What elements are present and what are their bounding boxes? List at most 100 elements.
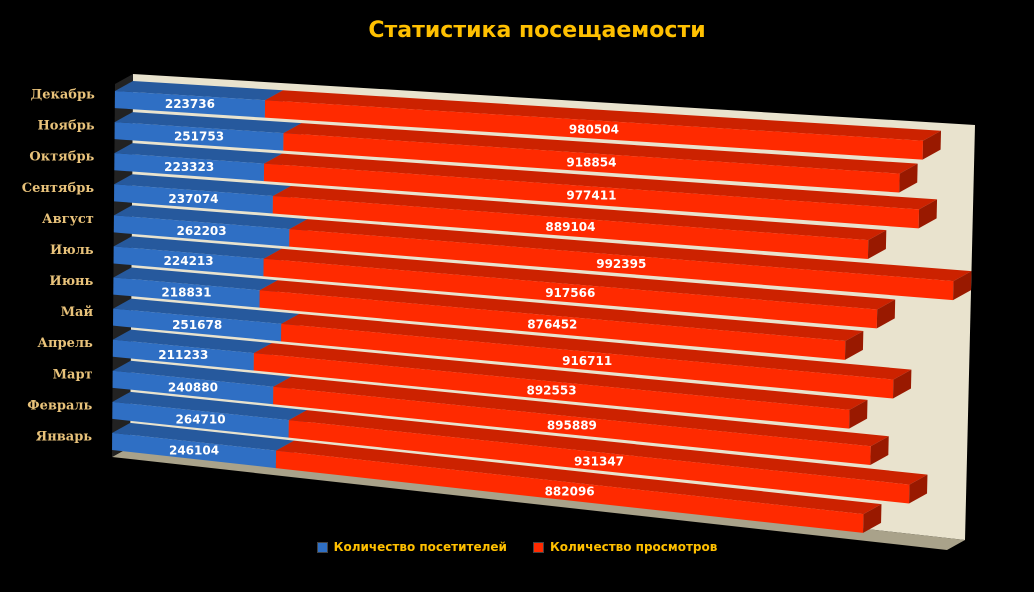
bar-front-face [114, 184, 273, 214]
bar-front-face [283, 133, 900, 193]
bar-end-face [909, 474, 928, 504]
bar-front-face [288, 420, 910, 504]
bar-top-face [113, 236, 282, 259]
bar-top-face [272, 186, 887, 241]
data-label-visitors-6: 224213 [164, 254, 214, 268]
bar-front-face [112, 339, 254, 371]
category-label-11: Февраль [27, 398, 92, 413]
legend-label-views: Количество просмотров [549, 540, 718, 554]
bar-front-face [113, 246, 264, 277]
data-label-visitors-12: 246104 [169, 443, 219, 457]
bar-views-3 [263, 153, 938, 229]
bar-views-8 [281, 313, 912, 399]
bar-top-face [259, 280, 864, 342]
data-label-views-5: 992395 [596, 257, 646, 271]
data-label-views-3: 977411 [566, 189, 616, 203]
bar-front-face [253, 353, 850, 429]
bar-views-11 [288, 410, 928, 504]
category-label-10: Март [53, 367, 93, 382]
bar-front-face [112, 370, 274, 405]
bar-end-face [844, 331, 864, 360]
bar-front-face [113, 308, 282, 342]
data-label-views-2: 918854 [566, 156, 616, 170]
bar-views-12 [275, 440, 882, 533]
bar-views-6 [263, 248, 896, 329]
legend-item-visitors: Количество посетителей [316, 540, 507, 554]
data-label-views-4: 889104 [545, 220, 595, 234]
bar-views-4 [272, 186, 887, 259]
bar-views-5 [289, 219, 972, 301]
data-label-visitors-8: 251678 [172, 318, 222, 332]
bar-front-face [112, 432, 277, 469]
category-label-2: Ноябрь [37, 119, 94, 134]
bar-top-face [113, 205, 308, 230]
data-label-views-6: 917566 [545, 286, 595, 300]
data-label-visitors-5: 262203 [177, 224, 227, 238]
bar-end-face [953, 271, 972, 301]
chart-title: Статистика посещаемости [368, 18, 706, 43]
category-label-3: Октябрь [29, 150, 94, 165]
category-label-1: Декабрь [31, 88, 95, 103]
legend-label-visitors: Количество посетителей [333, 540, 507, 554]
bar-end-face [863, 504, 882, 533]
bar-top-face [265, 90, 942, 141]
bar-views-9 [253, 343, 868, 429]
bar-top-face [288, 410, 928, 485]
legend-swatch-views [532, 541, 544, 553]
bar-views-7 [259, 280, 864, 360]
bar-front-face [114, 153, 265, 182]
bar-front-face [272, 196, 869, 259]
category-label-8: Май [61, 305, 94, 320]
bar-top-face [114, 80, 284, 101]
bar-front-face [259, 290, 846, 360]
category-label-12: Январь [36, 429, 93, 444]
bar-front-face [263, 258, 878, 329]
bar-top-face [273, 376, 889, 447]
bar-top-face [264, 153, 938, 210]
bar-views-2 [283, 123, 918, 193]
bar-top-face [283, 123, 918, 174]
data-label-visitors-10: 240880 [168, 380, 218, 394]
category-label-7: Июнь [49, 274, 93, 289]
data-label-views-11: 931347 [574, 454, 624, 468]
category-label-6: Июль [50, 243, 94, 258]
data-label-visitors-7: 218831 [161, 285, 211, 299]
bar-top-face [276, 440, 882, 515]
data-label-visitors-3: 223323 [164, 160, 214, 174]
bar-end-face [870, 436, 889, 466]
bar-front-face [281, 323, 894, 399]
bar-end-face [918, 199, 938, 229]
category-label-4: Сентябрь [22, 181, 95, 196]
bar-end-face [922, 130, 942, 160]
bar-front-face [113, 215, 290, 247]
category-label-9: Апрель [37, 336, 93, 351]
bar-views-1 [264, 90, 942, 160]
bar-top-face [114, 112, 302, 134]
bar-top-face [289, 219, 972, 282]
bar-top-face [112, 360, 292, 387]
bar-front-face [114, 122, 284, 151]
bar-end-face [899, 163, 918, 193]
bar-front-face [263, 163, 920, 229]
bar-end-face [876, 299, 896, 329]
data-label-views-9: 892553 [526, 384, 576, 398]
data-label-views-1: 980504 [569, 123, 619, 137]
legend-swatch-visitors [316, 541, 328, 553]
data-label-visitors-1: 223736 [165, 97, 215, 111]
data-label-views-10: 895889 [547, 419, 597, 433]
legend-item-views: Количество просмотров [532, 540, 718, 554]
data-label-visitors-4: 237074 [168, 192, 218, 206]
bar-top-face [114, 174, 291, 197]
bar-top-face [113, 298, 300, 324]
bar-views-10 [273, 376, 889, 466]
bar-front-face [113, 277, 260, 308]
bar-top-face [263, 248, 896, 310]
bar-front-face [112, 401, 289, 438]
bar-front-face [289, 229, 954, 301]
bar-end-face [849, 399, 868, 429]
bar-top-face [112, 422, 295, 451]
bar-front-face [273, 386, 871, 466]
bar-top-face [113, 267, 278, 291]
